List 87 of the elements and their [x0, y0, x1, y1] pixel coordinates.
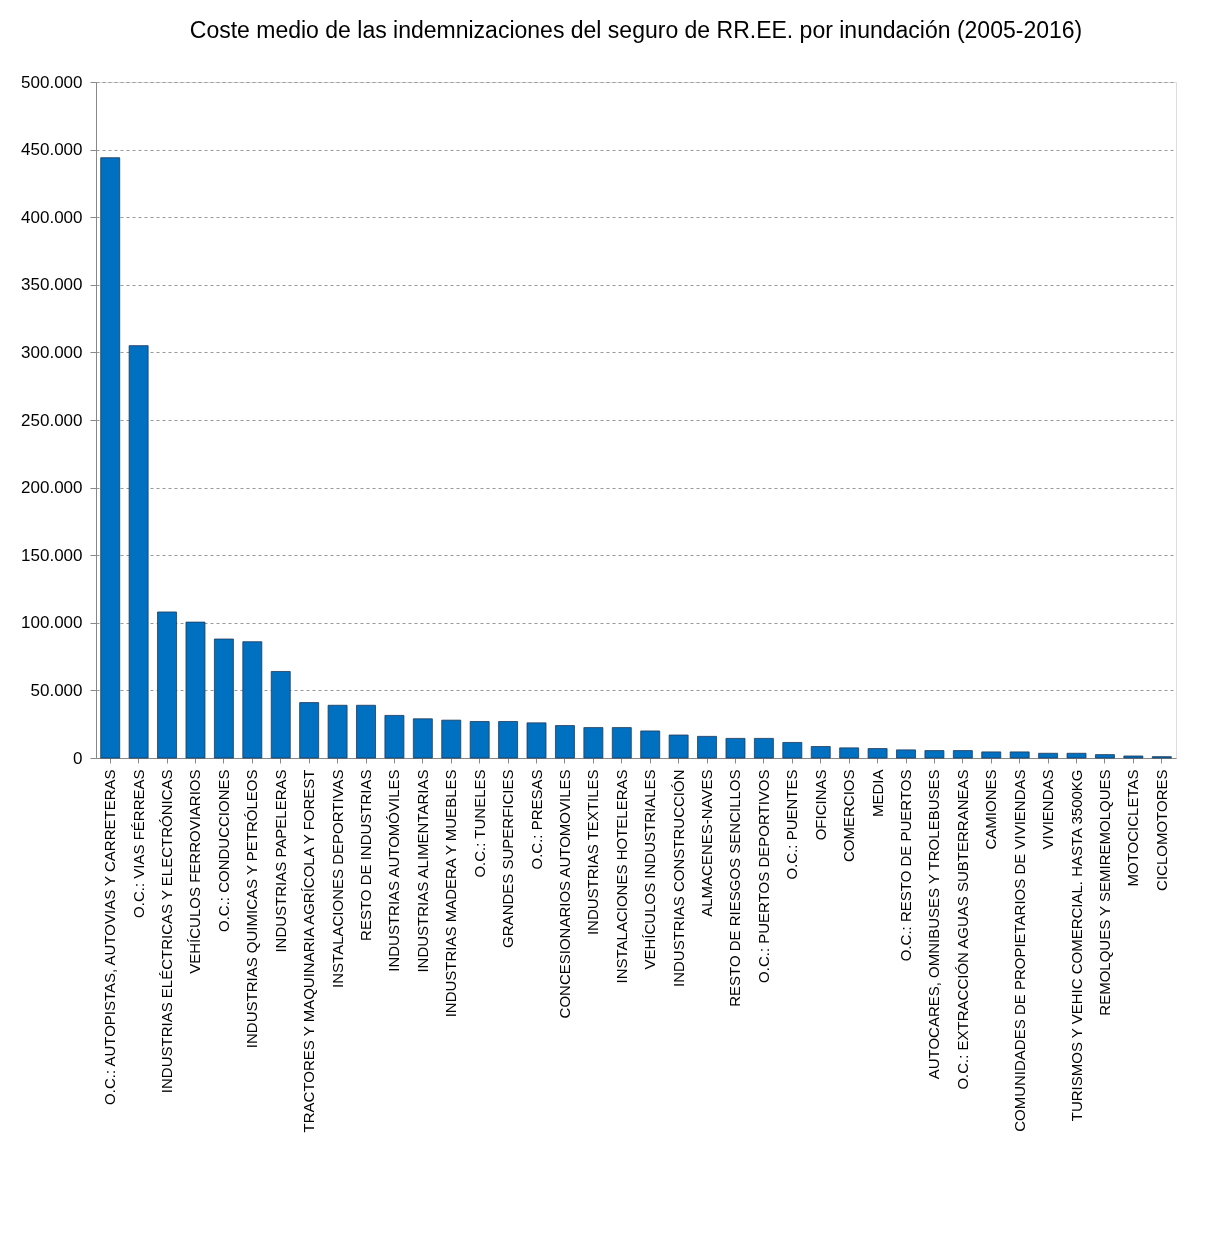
x-tick-label: MOTOCICLETAS: [1124, 769, 1142, 887]
x-tick-label: O.C.: TUNELES: [470, 769, 488, 878]
x-tick-label: TURISMOS Y VEHIC COMERCIAL. HASTA 3500KG: [1067, 769, 1085, 1122]
bar: [583, 727, 604, 759]
x-tick-label: INDUSTRIAS CONSTRUCCIÓN: [669, 769, 687, 988]
x-tick-label: INDUSTRIAS TEXTILES: [584, 769, 602, 936]
x-tick-label: O.C.: PUERTOS DEPORTIVOS: [754, 769, 772, 983]
bar: [611, 727, 632, 759]
x-tick-label: COMUNIDADES DE PROPIETARIOS DE VIVIENDAS: [1010, 769, 1028, 1132]
bar: [100, 157, 121, 759]
y-tick-label: 500.000: [21, 72, 83, 92]
bar: [896, 749, 916, 759]
bar: [753, 738, 774, 759]
x-tick-label: O.C.: AUTOPISTAS, AUTOVIAS Y CARRETERAS: [101, 769, 119, 1105]
bar: [299, 702, 320, 759]
bar: [469, 721, 490, 759]
y-tick-label: 400.000: [21, 207, 83, 227]
bar: [867, 748, 888, 759]
x-tick-label: INDUSTRIAS ELÉCTRICAS Y ELECTRÓNICAS: [158, 769, 176, 1094]
bar: [1066, 752, 1087, 759]
bar: [668, 734, 689, 759]
x-tick-label: REMOLQUES Y SEMIREMOLQUES: [1095, 769, 1113, 1016]
bar: [1038, 752, 1059, 759]
chart-title: Coste medio de las indemnizaciones del seguro de RR.EE. por inundación (2005-2016): [189, 17, 1083, 43]
y-tick-label: 250.000: [21, 410, 83, 430]
x-tick-label: INDUSTRIAS PAPELERAS: [271, 769, 289, 953]
x-tick-label: MEDIA: [868, 769, 886, 818]
x-tick-label: VIVIENDAS: [1039, 769, 1057, 850]
bar: [782, 742, 803, 759]
y-tick-label: 100.000: [21, 613, 83, 633]
bar: [1095, 754, 1115, 759]
x-tick-label: O.C.: VIAS FÉRREAS: [129, 769, 147, 918]
bar: [441, 719, 462, 759]
bar: [839, 747, 860, 759]
x-tick-label: INSTALACIONES DEPORTIVAS: [328, 769, 346, 988]
bar: [697, 735, 717, 759]
bar: [356, 704, 376, 759]
y-tick-label: 0: [73, 748, 83, 768]
x-tick-label: INDUSTRIAS AUTOMÓVILES: [385, 769, 403, 972]
x-tick-label: INDUSTRIAS MADERA Y MUEBLES: [442, 769, 460, 1018]
x-tick-label: VEHÍCULOS FERROVIARIOS: [186, 769, 204, 974]
x-tick-label: VEHÍCULOS INDUSTRIALES: [641, 769, 659, 970]
x-tick-label: O.C.: EXTRACCIÓN AGUAS SUBTERRANEAS: [953, 769, 971, 1090]
x-tick-label: ALMACENES-NAVES: [698, 769, 716, 917]
x-tick-label: TRACTORES Y MAQUINARIA AGRÍCOLA Y FOREST: [300, 769, 318, 1133]
x-tick-label: AUTOCARES, OMNIBUSES Y TROLEBUSES: [925, 769, 943, 1080]
x-tick-label: O.C.: PUENTES: [783, 769, 801, 880]
bar: [526, 722, 547, 759]
y-tick-label: 150.000: [21, 545, 83, 565]
bar: [185, 621, 206, 759]
x-tick-label: CICLOMOTORES: [1152, 769, 1170, 891]
bar: [270, 671, 291, 759]
x-tick-label: CAMIONES: [982, 769, 1000, 850]
bar: [128, 345, 149, 759]
bar: [1009, 751, 1030, 759]
bar: [327, 704, 348, 759]
bar: [640, 730, 661, 759]
bar: [242, 641, 263, 759]
x-tick-label: O.C.: CONDUCCIONES: [214, 769, 232, 933]
x-tick-label: INDUSTRIAS ALIMENTARIAS: [413, 769, 431, 973]
y-tick-label: 350.000: [21, 275, 83, 295]
x-tick-label: INDUSTRIAS QUIMICAS Y PETRÓLEOS: [243, 769, 261, 1049]
bar: [924, 750, 945, 759]
x-tick-label: RESTO DE INDUSTRIAS: [357, 769, 374, 941]
bar: [384, 715, 405, 759]
bar: [810, 746, 831, 759]
bar: [725, 738, 746, 759]
bar: [412, 718, 433, 759]
bar: [952, 750, 973, 759]
x-tick-label: COMERCIOS: [840, 769, 858, 863]
y-tick-label: 200.000: [21, 478, 83, 498]
x-tick-label: GRANDES SUPERFICIES: [499, 769, 517, 948]
y-tick-label: 50.000: [30, 680, 83, 700]
x-tick-label: O.C.: PRESAS: [527, 769, 545, 870]
y-tick-label: 300.000: [21, 342, 83, 362]
bar: [213, 638, 234, 759]
y-tick-label: 450.000: [21, 140, 83, 160]
x-tick-label: CONCESIONARIOS AUTOMOVILES: [555, 769, 573, 1019]
x-tick-label: OFICINAS: [811, 769, 829, 841]
x-tick-label: O.C.: RESTO DE PUERTOS: [897, 769, 914, 962]
x-tick-label: RESTO DE RIESGOS SENCILLOS: [726, 769, 744, 1007]
bar: [555, 725, 575, 759]
bar: [157, 611, 177, 759]
bar: [981, 751, 1002, 759]
bar: [498, 721, 519, 759]
x-tick-label: INSTALACIONES HOTELERAS: [612, 769, 630, 984]
bar: [1123, 755, 1144, 759]
